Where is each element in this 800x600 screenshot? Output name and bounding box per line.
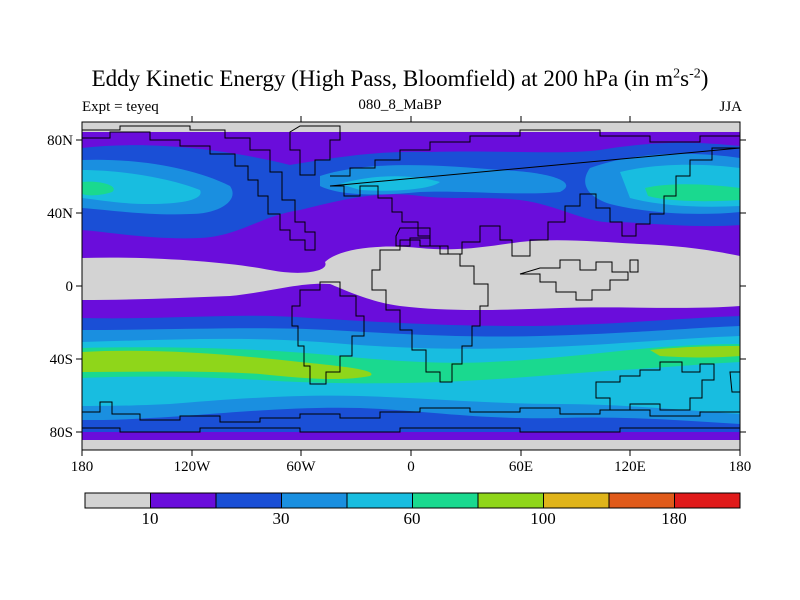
colorbar-label: 10 bbox=[142, 509, 159, 528]
colorbar-box bbox=[150, 492, 217, 509]
lon-label: 60E bbox=[509, 459, 533, 475]
lon-label: 60W bbox=[286, 459, 316, 475]
north-jet-green bbox=[82, 181, 740, 202]
north-jet-cyan bbox=[82, 164, 740, 207]
coastlines bbox=[82, 125, 740, 433]
lat-labels: 80N 40N 0 40S 80S bbox=[47, 133, 73, 441]
lat-label: 40N bbox=[47, 206, 73, 222]
lon-label: 180 bbox=[71, 459, 94, 475]
lon-label: 0 bbox=[407, 459, 415, 475]
coast-south-america bbox=[291, 281, 365, 385]
coast-new-zealand bbox=[729, 371, 740, 393]
colorbar-box bbox=[84, 492, 151, 509]
experiment-label: Expt = teyeq bbox=[82, 99, 159, 115]
coast-eurasia bbox=[329, 129, 740, 257]
colorbar-boxes bbox=[84, 492, 741, 509]
colorbar-box bbox=[215, 492, 282, 509]
lat-label: 40S bbox=[50, 352, 73, 368]
colorbar-label: 180 bbox=[661, 509, 687, 528]
coast-north-america bbox=[82, 125, 316, 251]
colorbar-box bbox=[543, 492, 610, 509]
lon-label: 180 bbox=[729, 459, 752, 475]
colorbar: 10 30 60 100 180 bbox=[84, 492, 741, 528]
colorbar-labels: 10 30 60 100 180 bbox=[142, 509, 687, 528]
colorbar-label: 100 bbox=[530, 509, 556, 528]
tick-marks bbox=[76, 116, 746, 456]
colorbar-label: 30 bbox=[273, 509, 290, 528]
coast-africa bbox=[371, 239, 489, 383]
lat-label: 0 bbox=[66, 279, 74, 295]
colorbar-label: 60 bbox=[404, 509, 421, 528]
coast-antarctica bbox=[82, 401, 740, 433]
lon-label: 120W bbox=[174, 459, 212, 475]
case-label: 080_8_MaBP bbox=[358, 97, 442, 113]
south-jet-max bbox=[82, 346, 740, 380]
plot-title: Eddy Kinetic Energy (High Pass, Bloomfie… bbox=[91, 66, 709, 91]
lon-labels: 180 120W 60W 0 60E 120E 180 bbox=[71, 459, 752, 475]
season-label: JJA bbox=[719, 99, 742, 115]
colorbar-box bbox=[608, 492, 675, 509]
north-polar-band bbox=[82, 122, 740, 132]
colorbar-box bbox=[346, 492, 413, 509]
south-polar-gray bbox=[82, 440, 740, 450]
colorbar-box bbox=[281, 492, 348, 509]
lon-label: 120E bbox=[614, 459, 646, 475]
coast-maritime bbox=[519, 259, 639, 301]
colorbar-box bbox=[412, 492, 479, 509]
lat-label: 80N bbox=[47, 133, 73, 149]
colorbar-box bbox=[674, 492, 741, 509]
colorbar-box bbox=[477, 492, 544, 509]
coast-greenland bbox=[289, 125, 341, 176]
contour-field bbox=[82, 122, 740, 450]
lat-label: 80S bbox=[50, 425, 73, 441]
coast-mediterranean bbox=[395, 227, 431, 247]
south-jet-green bbox=[82, 344, 740, 384]
